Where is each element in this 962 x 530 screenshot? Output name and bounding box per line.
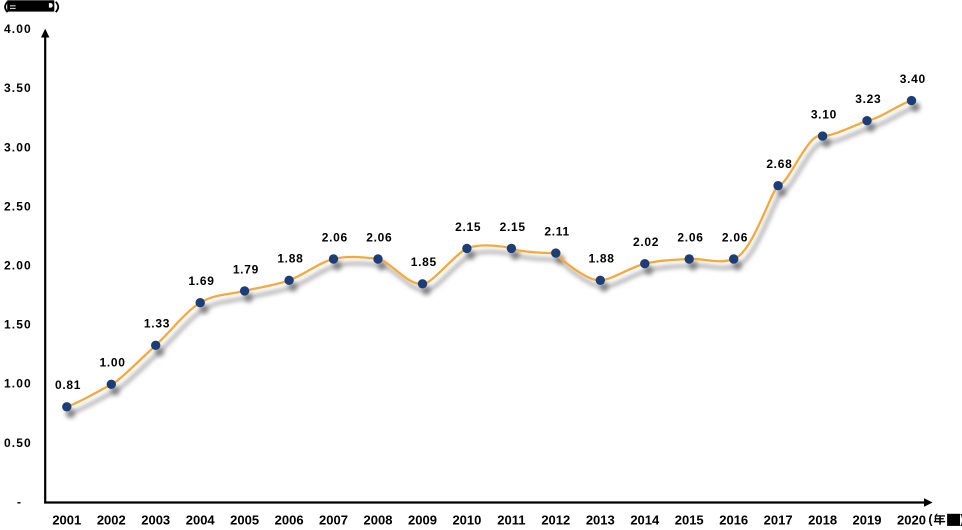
svg-text:4.00: 4.00 (4, 22, 32, 36)
svg-text:2.00: 2.00 (4, 259, 32, 273)
svg-text:2020: 2020 (897, 513, 926, 528)
svg-text:2009: 2009 (408, 513, 437, 528)
svg-text:2.06: 2.06 (322, 230, 348, 244)
svg-text:2008: 2008 (364, 513, 393, 528)
svg-text:2.15: 2.15 (455, 220, 481, 234)
svg-text:2.06: 2.06 (722, 230, 748, 244)
svg-text:3.10: 3.10 (811, 108, 837, 122)
svg-text:2.06: 2.06 (677, 230, 703, 244)
svg-text:2005: 2005 (230, 513, 259, 528)
svg-text:1.00: 1.00 (4, 377, 32, 391)
svg-text:): ) (960, 513, 962, 527)
svg-text:3.00: 3.00 (4, 140, 32, 154)
svg-text:1.00: 1.00 (100, 356, 126, 370)
svg-text:2017: 2017 (764, 513, 793, 528)
svg-text:1.50: 1.50 (4, 318, 32, 332)
svg-text:1.88: 1.88 (589, 252, 615, 266)
svg-text:2006: 2006 (275, 513, 304, 528)
svg-text:0.50: 0.50 (4, 436, 32, 450)
svg-text:1.79: 1.79 (233, 262, 259, 276)
svg-text:2004: 2004 (186, 513, 216, 528)
svg-text:1.69: 1.69 (188, 274, 214, 288)
svg-text:2.68: 2.68 (766, 157, 792, 171)
svg-text:2018: 2018 (808, 513, 837, 528)
svg-text:2013: 2013 (586, 513, 615, 528)
svg-text:2016: 2016 (719, 513, 748, 528)
svg-text:2002: 2002 (97, 513, 126, 528)
svg-text:2015: 2015 (675, 513, 704, 528)
svg-text:0.81: 0.81 (55, 378, 81, 392)
svg-text:1.33: 1.33 (144, 317, 170, 331)
svg-text:1.88: 1.88 (277, 252, 303, 266)
svg-text:2.11: 2.11 (544, 225, 570, 239)
svg-text:2010: 2010 (452, 513, 481, 528)
svg-text:1.85: 1.85 (411, 255, 437, 269)
svg-text:2.15: 2.15 (500, 220, 526, 234)
svg-text:2.50: 2.50 (4, 199, 32, 213)
svg-text:2001: 2001 (52, 513, 81, 528)
svg-text:2014: 2014 (630, 513, 660, 528)
svg-text:3.40: 3.40 (900, 72, 926, 86)
svg-text:2003: 2003 (141, 513, 170, 528)
svg-text:2019: 2019 (853, 513, 882, 528)
svg-text:3.50: 3.50 (4, 81, 32, 95)
svg-text:3.23: 3.23 (855, 92, 881, 106)
svg-text:2011: 2011 (497, 513, 525, 528)
svg-text:(: ( (928, 513, 933, 527)
svg-text:2.02: 2.02 (633, 235, 659, 249)
svg-text:2.06: 2.06 (366, 230, 392, 244)
svg-text:2012: 2012 (541, 513, 570, 528)
svg-text:-: - (17, 495, 22, 509)
svg-text:2007: 2007 (319, 513, 348, 528)
